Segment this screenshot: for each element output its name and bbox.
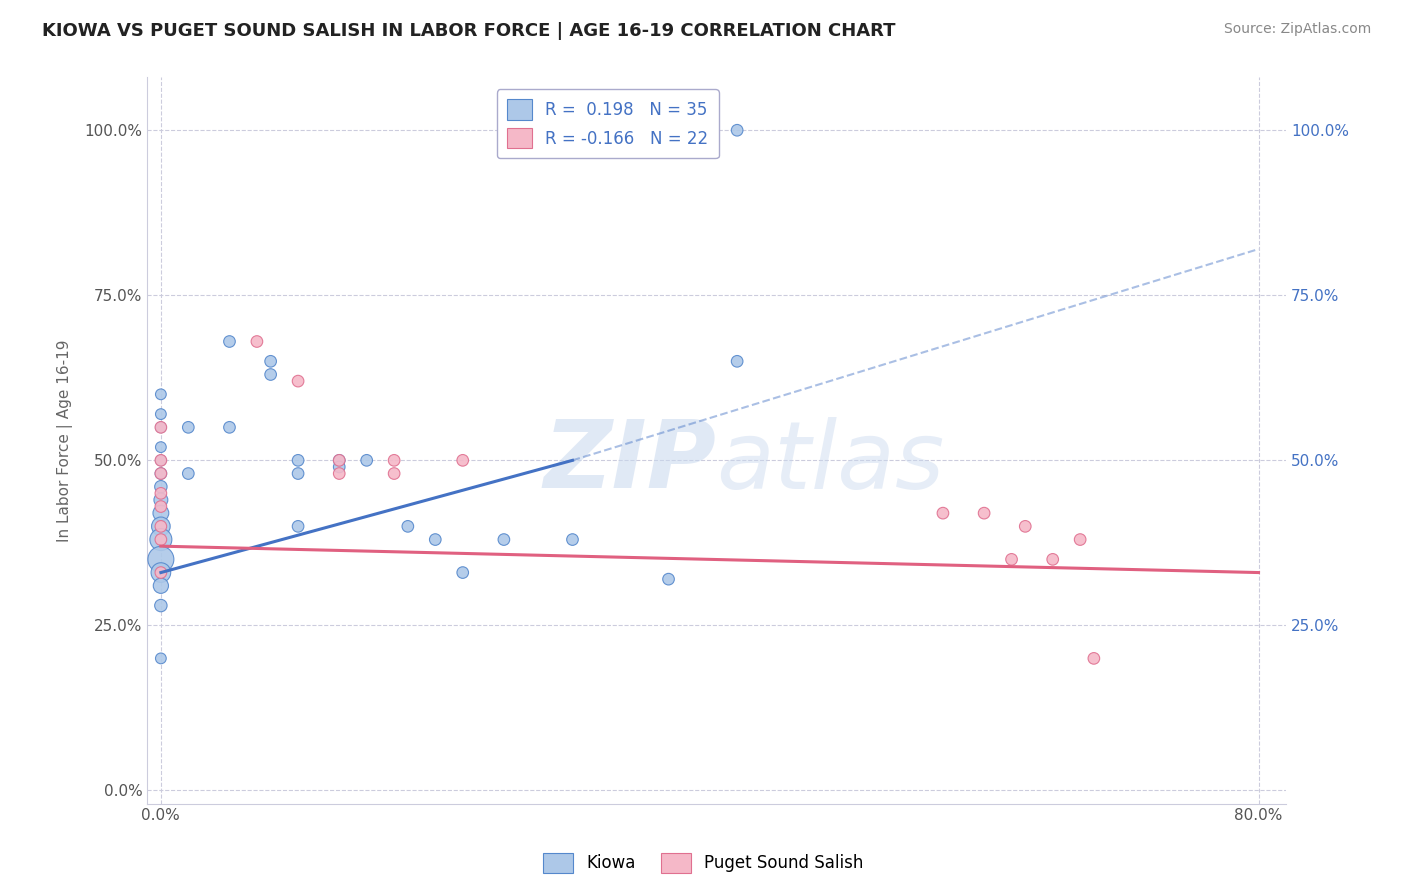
Point <box>259 368 281 382</box>
Point <box>149 500 172 514</box>
Point <box>932 506 955 520</box>
Point <box>657 572 679 586</box>
Point <box>451 566 474 580</box>
Point <box>973 506 995 520</box>
Point <box>149 407 172 421</box>
Point <box>149 566 172 580</box>
Point <box>218 420 240 434</box>
Point <box>1000 552 1022 566</box>
Point <box>149 519 172 533</box>
Point <box>177 420 200 434</box>
Point <box>382 467 405 481</box>
Point <box>287 519 309 533</box>
Point <box>149 420 172 434</box>
Point <box>149 453 172 467</box>
Point <box>382 453 405 467</box>
Legend: R =  0.198   N = 35, R = -0.166   N = 22: R = 0.198 N = 35, R = -0.166 N = 22 <box>498 89 718 159</box>
Point <box>149 506 172 520</box>
Point <box>1042 552 1064 566</box>
Point <box>149 453 172 467</box>
Point <box>259 354 281 368</box>
Text: ZIP: ZIP <box>544 417 717 508</box>
Point <box>725 123 748 137</box>
Legend: Kiowa, Puget Sound Salish: Kiowa, Puget Sound Salish <box>536 847 870 880</box>
Point <box>149 492 172 507</box>
Point <box>328 453 350 467</box>
Point <box>149 519 172 533</box>
Point <box>396 519 419 533</box>
Point <box>725 354 748 368</box>
Point <box>149 420 172 434</box>
Point <box>149 599 172 613</box>
Point <box>1069 533 1091 547</box>
Point <box>149 387 172 401</box>
Point <box>356 453 378 467</box>
Point <box>1014 519 1036 533</box>
Y-axis label: In Labor Force | Age 16-19: In Labor Force | Age 16-19 <box>58 339 73 541</box>
Point <box>149 533 172 547</box>
Point <box>425 533 447 547</box>
Text: Source: ZipAtlas.com: Source: ZipAtlas.com <box>1223 22 1371 37</box>
Point <box>246 334 269 349</box>
Point <box>218 334 240 349</box>
Point <box>287 453 309 467</box>
Point <box>149 552 172 566</box>
Text: atlas: atlas <box>717 417 945 508</box>
Point <box>149 579 172 593</box>
Text: KIOWA VS PUGET SOUND SALISH IN LABOR FORCE | AGE 16-19 CORRELATION CHART: KIOWA VS PUGET SOUND SALISH IN LABOR FOR… <box>42 22 896 40</box>
Point <box>328 453 350 467</box>
Point <box>149 440 172 454</box>
Point <box>328 467 350 481</box>
Point <box>1083 651 1105 665</box>
Point <box>149 467 172 481</box>
Point <box>149 651 172 665</box>
Point <box>149 566 172 580</box>
Point <box>149 533 172 547</box>
Point <box>287 467 309 481</box>
Point <box>287 374 309 388</box>
Point <box>492 533 515 547</box>
Point <box>149 480 172 494</box>
Point <box>328 459 350 474</box>
Point <box>561 533 583 547</box>
Point <box>149 486 172 500</box>
Point <box>177 467 200 481</box>
Point <box>451 453 474 467</box>
Point <box>149 467 172 481</box>
